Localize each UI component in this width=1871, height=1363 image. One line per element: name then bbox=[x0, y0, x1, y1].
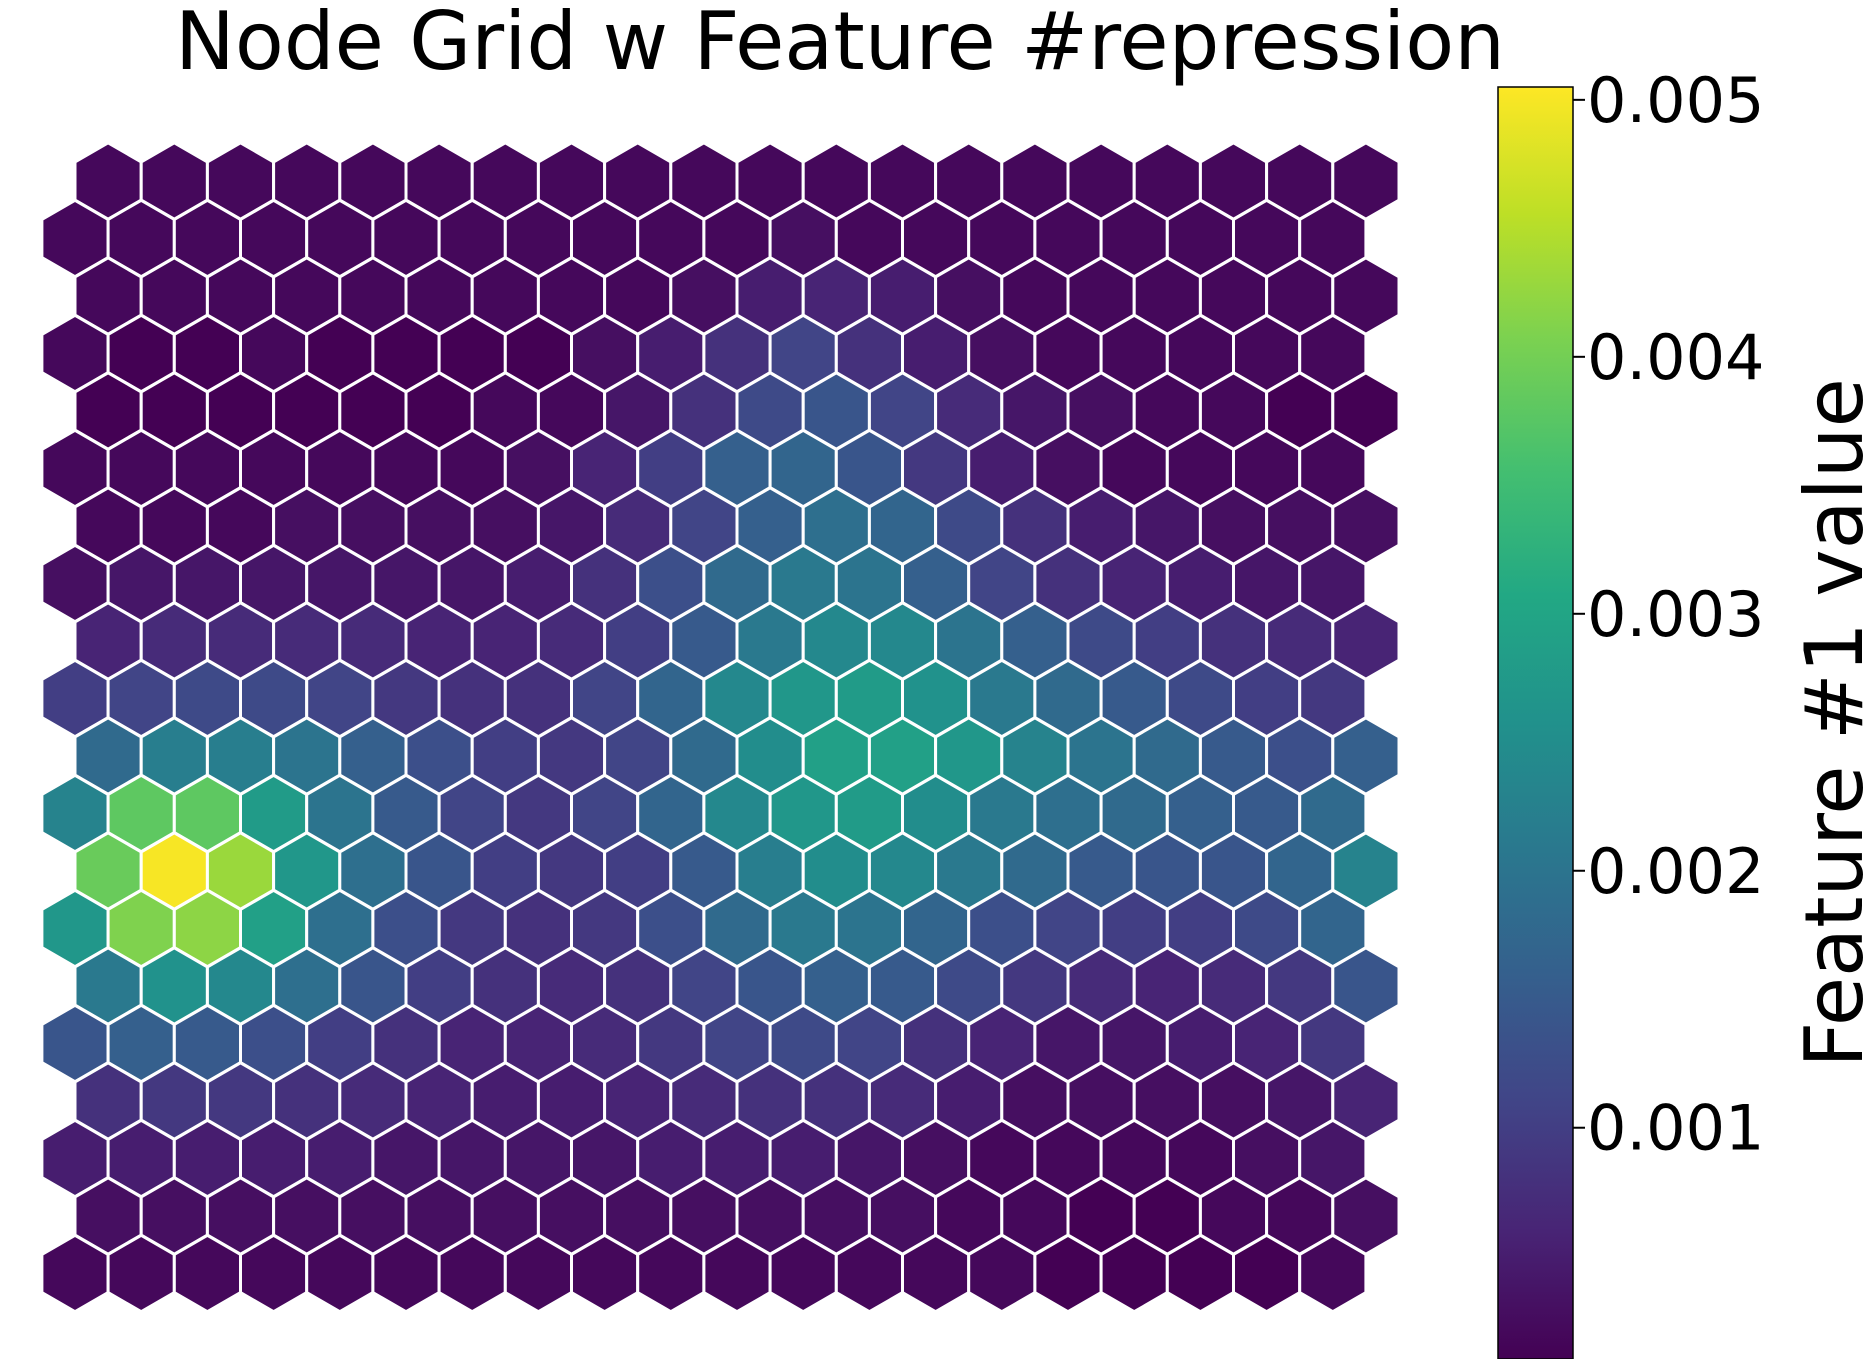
colorbar-gradient bbox=[1497, 86, 1574, 1360]
hex-cell bbox=[1298, 1233, 1368, 1314]
chart-title: Node Grid w Feature #repression bbox=[175, 0, 1505, 88]
colorbar-tick-label: 0.001 bbox=[1587, 1092, 1765, 1165]
colorbar-tick-label: 0.003 bbox=[1587, 578, 1765, 651]
colorbar-label: Feature #1 value bbox=[1788, 378, 1871, 1068]
colorbar-tick-label: 0.005 bbox=[1587, 64, 1765, 137]
colorbar: 0.001 0.002 0.003 0.004 0.005 bbox=[1497, 64, 1765, 1360]
colorbar-tick-label: 0.004 bbox=[1587, 321, 1765, 394]
hex-grid bbox=[40, 141, 1401, 1314]
colorbar-tick-label: 0.002 bbox=[1587, 835, 1765, 908]
